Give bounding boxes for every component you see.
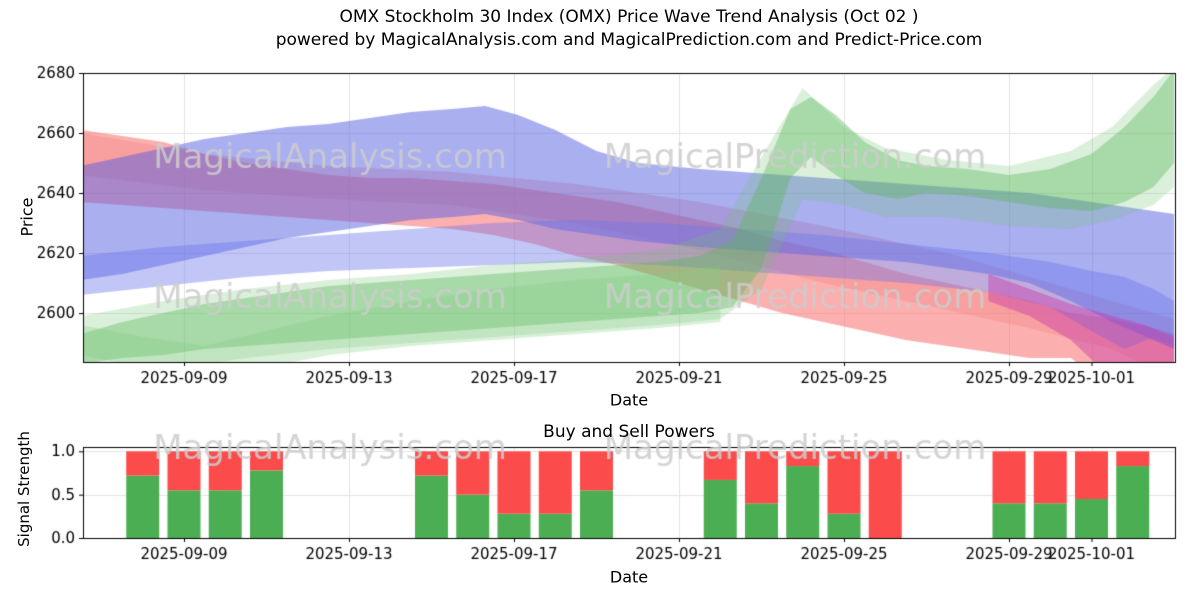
price-chart-subtitle: powered by MagicalAnalysis.com and Magic… bbox=[275, 30, 983, 50]
price-y-axis-label: Price bbox=[17, 197, 37, 237]
power-x-axis-label: Date bbox=[609, 567, 649, 587]
buy-sell-power-chart-canvas bbox=[0, 415, 1200, 600]
price-wave-chart-canvas bbox=[0, 0, 1200, 415]
power-chart-title: Buy and Sell Powers bbox=[543, 422, 715, 442]
price-chart-title: OMX Stockholm 30 Index (OMX) Price Wave … bbox=[339, 7, 919, 27]
power-y-axis-label: Signal Strength bbox=[15, 431, 33, 547]
price-x-axis-label: Date bbox=[609, 390, 649, 410]
